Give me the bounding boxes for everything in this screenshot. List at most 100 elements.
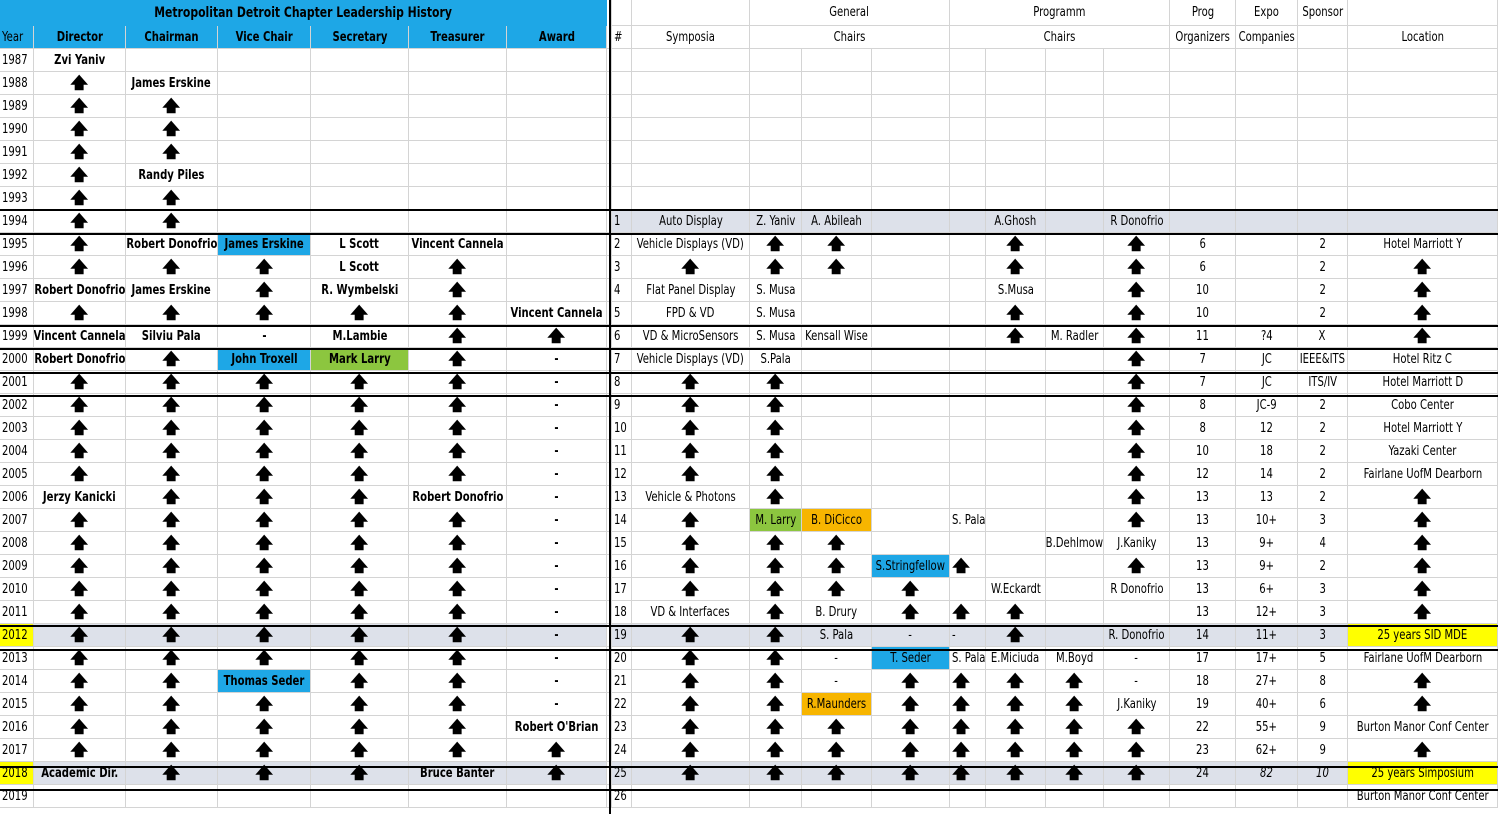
cell-sponsor[interactable]: 3 <box>1298 601 1348 624</box>
cell-gc2[interactable]: S. Pala <box>802 624 872 647</box>
cell-sponsor[interactable] <box>1298 72 1348 95</box>
cell-award[interactable]: 🡅 <box>507 739 607 762</box>
cell-treasurer[interactable]: 🡅 <box>409 601 507 624</box>
cell-secretary[interactable]: 🡅 <box>311 486 409 509</box>
cell-director[interactable]: 🡅 <box>34 670 126 693</box>
cell-treasurer[interactable] <box>409 187 507 210</box>
cell-symposia[interactable]: 🡅 <box>632 647 750 670</box>
cell-director[interactable]: Robert Donofrio <box>34 348 126 371</box>
cell-prog[interactable]: 23 <box>1170 739 1236 762</box>
cell-pc1[interactable] <box>950 233 986 256</box>
cell-sponsor[interactable]: 2 <box>1298 279 1348 302</box>
cell-expo[interactable]: ?4 <box>1236 325 1298 348</box>
cell-pc3[interactable]: 🡅 <box>1046 693 1104 716</box>
cell-pc4[interactable] <box>1104 72 1170 95</box>
cell-chairman[interactable]: 🡅 <box>126 601 218 624</box>
cell-award[interactable]: - <box>507 371 607 394</box>
cell-year[interactable]: 1990 <box>0 118 34 141</box>
cell-num[interactable]: 7 <box>612 348 632 371</box>
cell-year[interactable]: 2019 <box>0 785 34 808</box>
cell-secretary[interactable]: 🡅 <box>311 555 409 578</box>
cell-pc4[interactable]: 🡅 <box>1104 279 1170 302</box>
cell-pc3[interactable] <box>1046 509 1104 532</box>
cell-sponsor[interactable]: 2 <box>1298 233 1348 256</box>
cell-vice[interactable] <box>218 210 311 233</box>
cell-pc1[interactable] <box>950 210 986 233</box>
cell-gc1[interactable]: 🡅 <box>750 693 802 716</box>
cell-expo[interactable] <box>1236 785 1298 808</box>
cell-year[interactable]: 1995 <box>0 233 34 256</box>
cell-gc3[interactable]: T. Seder <box>872 647 950 670</box>
header-expo-companies-top[interactable]: Expo <box>1236 0 1298 26</box>
cell-pc4[interactable]: 🡅 <box>1104 325 1170 348</box>
cell-year[interactable]: 2003 <box>0 417 34 440</box>
cell-year[interactable]: 1998 <box>0 302 34 325</box>
cell-symposia[interactable]: 🡅 <box>632 578 750 601</box>
header-secretary[interactable]: Secretary <box>311 26 409 49</box>
cell-secretary[interactable]: 🡅 <box>311 532 409 555</box>
cell-year[interactable]: 1987 <box>0 49 34 72</box>
cell-secretary[interactable] <box>311 187 409 210</box>
cell-pc2[interactable]: 🡅 <box>986 739 1046 762</box>
cell-director[interactable]: 🡅 <box>34 532 126 555</box>
cell-secretary[interactable] <box>311 785 409 808</box>
cell-director[interactable]: 🡅 <box>34 555 126 578</box>
cell-location[interactable]: 🡅 <box>1348 486 1498 509</box>
cell-symposia[interactable]: 🡅 <box>632 739 750 762</box>
cell-year[interactable]: 2004 <box>0 440 34 463</box>
cell-num[interactable]: 12 <box>612 463 632 486</box>
cell-location[interactable]: 🡅 <box>1348 509 1498 532</box>
header-expo-companies[interactable]: Companies <box>1236 26 1298 49</box>
cell-sponsor[interactable]: ITS/IV <box>1298 371 1348 394</box>
cell-prog[interactable] <box>1170 72 1236 95</box>
cell-location[interactable]: Yazaki Center <box>1348 440 1498 463</box>
cell-year[interactable]: 2014 <box>0 670 34 693</box>
cell-num[interactable]: 3 <box>612 256 632 279</box>
cell-director[interactable]: 🡅 <box>34 578 126 601</box>
cell-expo[interactable] <box>1236 233 1298 256</box>
header-prog-organizers-top[interactable]: Prog <box>1170 0 1236 26</box>
cell-gc3[interactable] <box>872 49 950 72</box>
cell-location[interactable]: 🡅 <box>1348 601 1498 624</box>
cell-vice[interactable]: 🡅 <box>218 440 311 463</box>
cell-director[interactable]: Zvi Yaniv <box>34 49 126 72</box>
cell-pc2[interactable] <box>986 440 1046 463</box>
cell-pc2[interactable]: 🡅 <box>986 624 1046 647</box>
cell-year[interactable]: 1992 <box>0 164 34 187</box>
cell-treasurer[interactable]: 🡅 <box>409 670 507 693</box>
cell-pc1[interactable] <box>950 95 986 118</box>
cell-symposia[interactable]: 🡅 <box>632 624 750 647</box>
cell-sponsor[interactable]: 2 <box>1298 302 1348 325</box>
cell-year[interactable]: 2007 <box>0 509 34 532</box>
cell-num[interactable]: 14 <box>612 509 632 532</box>
cell-gc3[interactable] <box>872 95 950 118</box>
cell-pc1[interactable] <box>950 49 986 72</box>
cell-pc4[interactable]: 🡅 <box>1104 302 1170 325</box>
cell-prog[interactable] <box>1170 118 1236 141</box>
cell-secretary[interactable]: 🡅 <box>311 670 409 693</box>
cell-award[interactable]: Robert O'Brian <box>507 716 607 739</box>
cell-award[interactable]: 🡅 <box>507 325 607 348</box>
cell-gc3[interactable] <box>872 486 950 509</box>
cell-vice[interactable] <box>218 785 311 808</box>
cell-vice[interactable] <box>218 72 311 95</box>
cell-symposia[interactable]: 🡅 <box>632 256 750 279</box>
cell-pc2[interactable] <box>986 164 1046 187</box>
cell-prog[interactable]: 11 <box>1170 325 1236 348</box>
cell-sponsor[interactable]: 3 <box>1298 578 1348 601</box>
cell-sponsor[interactable]: 9 <box>1298 716 1348 739</box>
cell-vice[interactable]: 🡅 <box>218 647 311 670</box>
cell-symposia[interactable]: 🡅 <box>632 371 750 394</box>
cell-symposia[interactable]: VD & Interfaces <box>632 601 750 624</box>
cell-director[interactable]: 🡅 <box>34 233 126 256</box>
cell-sponsor[interactable]: IEEE&ITS <box>1298 348 1348 371</box>
cell-pc1[interactable]: S. Pala <box>950 509 986 532</box>
cell-secretary[interactable] <box>311 95 409 118</box>
cell-secretary[interactable]: 🡅 <box>311 394 409 417</box>
cell-director[interactable]: 🡅 <box>34 95 126 118</box>
cell-chairman[interactable]: 🡅 <box>126 693 218 716</box>
cell-gc1[interactable]: 🡅 <box>750 440 802 463</box>
cell-pc3[interactable] <box>1046 118 1104 141</box>
cell-pc3[interactable] <box>1046 486 1104 509</box>
cell-pc3[interactable] <box>1046 463 1104 486</box>
